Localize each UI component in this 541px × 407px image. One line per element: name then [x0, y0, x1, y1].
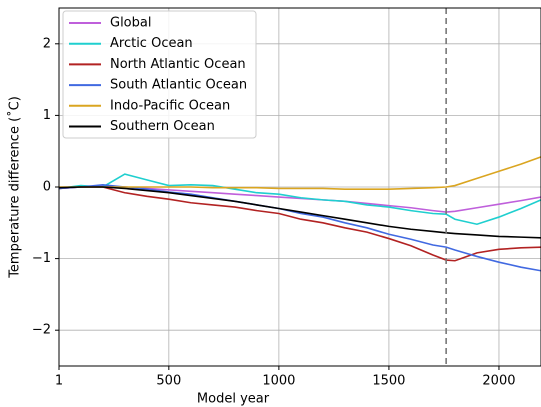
x-tick-label: 1	[55, 374, 63, 389]
series-line	[58, 173, 541, 226]
legend-label: Southern Ocean	[110, 119, 215, 134]
series-line	[59, 156, 541, 190]
series-line	[58, 186, 541, 239]
plot-frame	[58, 7, 541, 367]
y-axis-label: Temperature difference (˚C)	[7, 96, 23, 279]
legend-label: North Atlantic Ocean	[110, 57, 246, 72]
legend-label: South Atlantic Ocean	[110, 78, 247, 93]
y-tick-label: 2	[43, 36, 51, 51]
x-tick-label: 500	[156, 374, 181, 389]
series-line	[58, 185, 541, 213]
y-tick-label: 0	[43, 180, 51, 195]
legend-box	[62, 10, 257, 139]
y-tick-label: 1	[43, 108, 51, 123]
legend-label: Arctic Ocean	[110, 36, 193, 51]
legend-label: Global	[110, 16, 151, 31]
series-line	[58, 184, 541, 272]
legend-label: Indo-Pacific Ocean	[110, 98, 230, 113]
x-tick-label: 2000	[482, 374, 515, 389]
y-tick-label: −1	[32, 251, 51, 266]
x-tick-label: 1000	[262, 374, 295, 389]
y-tick-label: −2	[32, 323, 51, 338]
x-axis-label: Model year	[197, 392, 270, 407]
series-line	[58, 186, 541, 262]
x-tick-label: 1500	[372, 374, 405, 389]
